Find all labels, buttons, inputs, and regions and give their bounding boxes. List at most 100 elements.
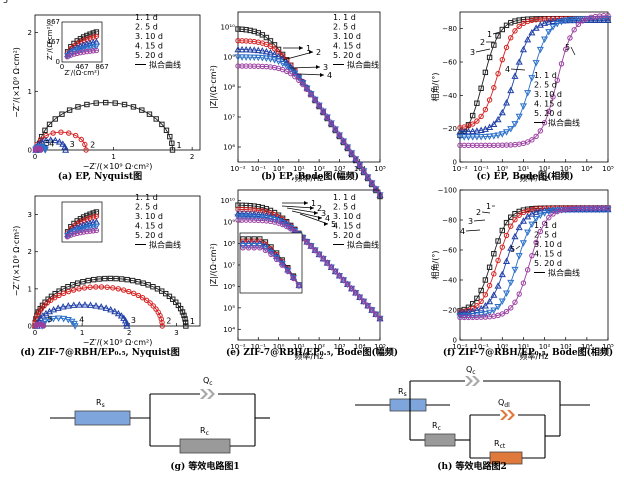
curve-label-1: 1 — [486, 202, 491, 211]
inset-point-5 — [245, 245, 252, 251]
data-point-series-4 — [507, 279, 515, 287]
curve-label-1: 1 — [487, 30, 492, 39]
data-point-series-4 — [262, 215, 270, 222]
data-point-series-4 — [307, 91, 315, 98]
data-point-series-5 — [352, 156, 359, 162]
data-point-series-3 — [477, 126, 485, 133]
data-point-series-5 — [288, 70, 294, 77]
x-tick-label: 10⁴ — [581, 165, 593, 173]
legend-entry-c-4: 4. 15 d — [534, 100, 562, 109]
cpe-qdl-label: Qdl — [498, 398, 510, 409]
data-point-series-3 — [519, 217, 527, 224]
data-point-series-5 — [308, 91, 314, 98]
data-point-series-1 — [107, 275, 114, 282]
x-tick-label: 10² — [539, 343, 551, 351]
inset-point-5 — [71, 231, 77, 237]
data-point-series-3 — [246, 210, 254, 217]
legend-entry-b-2: 2. 5 d — [333, 23, 356, 32]
data-point-series-5 — [537, 228, 544, 235]
data-point-series-5 — [348, 285, 355, 292]
x-tick-label: 0 — [33, 329, 37, 337]
data-point-series-3 — [464, 308, 473, 315]
curve-label-3: 3 — [70, 140, 75, 149]
data-point-series-2 — [516, 23, 522, 29]
data-point-series-4 — [498, 298, 506, 305]
data-point-series-5 — [320, 108, 326, 115]
data-point-series-4 — [515, 253, 523, 260]
data-point-series-3 — [587, 16, 595, 24]
data-point-series-5 — [300, 81, 306, 88]
curve-label-5: 5 — [565, 43, 570, 52]
data-point-series-2 — [512, 216, 518, 223]
data-point-series-3 — [54, 304, 62, 311]
data-point-series-2 — [65, 130, 72, 136]
inset-y-label: Z″/(Ω·cm²) — [46, 24, 54, 61]
legend-fit-e: 拟合曲线 — [347, 240, 379, 250]
data-point-series-4 — [234, 214, 242, 221]
y-tick-label: 0 — [453, 159, 457, 167]
data-point-series-3 — [59, 303, 67, 310]
data-point-series-2 — [93, 284, 99, 290]
data-point-series-5 — [296, 77, 302, 83]
data-point-series-5 — [524, 267, 531, 273]
data-point-series-3 — [242, 45, 250, 53]
inset-point-5 — [74, 50, 80, 56]
inset-point-5 — [84, 48, 90, 55]
data-point-series-1 — [70, 282, 76, 288]
inset-point-5 — [240, 245, 246, 251]
legend-entry-f-2: 2. 5 d — [534, 231, 557, 240]
data-point-series-4 — [246, 54, 254, 61]
data-point-series-2 — [51, 295, 58, 301]
x-tick-label: 2 — [190, 153, 194, 161]
data-point-series-2 — [478, 113, 484, 120]
x-axis-label-a: −Z′/(×10⁹ Ω·cm²) — [83, 162, 153, 171]
curve-label-4: 4 — [327, 71, 332, 80]
data-point-series-1 — [181, 312, 187, 319]
data-point-series-5 — [308, 243, 314, 249]
x-tick-label: 10³ — [334, 165, 346, 173]
data-point-series-1 — [170, 296, 176, 302]
data-point-series-5 — [377, 315, 383, 322]
data-point-series-3 — [123, 322, 131, 329]
data-point-series-4 — [536, 212, 544, 220]
x-tick-label: 10¹ — [293, 343, 305, 351]
data-point-series-4 — [524, 90, 532, 97]
data-point-series-1 — [495, 33, 501, 39]
data-point-series-1 — [93, 100, 99, 106]
data-point-series-2 — [508, 223, 514, 229]
x-tick-label: 3 — [174, 329, 178, 337]
resistor-rs — [389, 398, 427, 412]
data-point-series-5 — [361, 298, 367, 305]
inset-point-4 — [284, 267, 292, 275]
data-point-series-2 — [48, 297, 54, 303]
data-point-series-3 — [511, 232, 519, 240]
data-point-series-3 — [246, 46, 254, 53]
resistor-rct — [489, 451, 523, 465]
data-point-series-5 — [38, 147, 44, 153]
data-point-series-5 — [558, 61, 565, 67]
label-arrowhead-3 — [314, 211, 318, 215]
data-point-series-5 — [579, 18, 586, 24]
data-point-series-5 — [571, 27, 577, 33]
data-point-series-2 — [491, 271, 497, 277]
data-point-series-4 — [45, 316, 53, 324]
inset-point-4 — [89, 43, 97, 51]
data-point-series-5 — [357, 294, 363, 300]
label-arrowhead-2 — [310, 206, 314, 210]
data-point-series-2 — [76, 286, 82, 292]
data-point-series-2 — [98, 284, 105, 290]
data-point-series-4 — [545, 29, 553, 36]
data-point-series-2 — [159, 323, 165, 329]
legend-entry-d-2: 2. 5 d — [135, 203, 158, 212]
data-point-series-2 — [512, 28, 518, 34]
data-point-series-4 — [41, 318, 49, 326]
data-point-series-2 — [56, 292, 62, 299]
data-point-series-5 — [605, 12, 611, 19]
data-point-series-3 — [528, 210, 536, 217]
curve-label-2: 2 — [90, 141, 95, 150]
data-point-series-3 — [38, 138, 46, 145]
data-point-series-4 — [460, 134, 468, 141]
y-tick-label: 2 — [28, 248, 32, 256]
data-point-series-1 — [118, 276, 125, 282]
